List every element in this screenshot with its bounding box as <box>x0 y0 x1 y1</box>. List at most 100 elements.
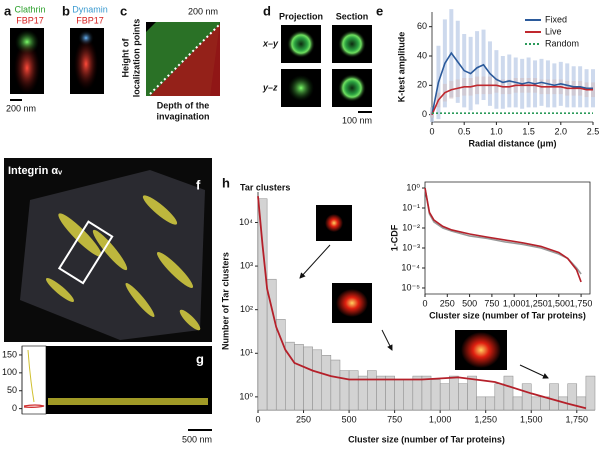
panel-label: e <box>376 3 383 18</box>
x-axis-label: Radial distance (μm) <box>468 138 556 148</box>
series-line <box>431 51 593 115</box>
tar-images <box>299 205 549 379</box>
scale-label: 100 nm <box>342 115 372 125</box>
axis-frame <box>424 181 591 295</box>
y-tick-label: 100 <box>2 367 17 377</box>
y-axis-label: Number of Tar clusters <box>220 252 230 350</box>
bar <box>549 383 559 411</box>
bar <box>357 375 368 411</box>
axis-label: localization points <box>131 19 141 98</box>
bar <box>421 375 432 411</box>
y-tick-label: 60 <box>417 21 427 31</box>
spot <box>288 75 314 101</box>
bar <box>449 375 459 411</box>
legend-label: Fixed <box>545 14 567 24</box>
bar <box>458 383 468 411</box>
y-tick-label: 0 <box>12 403 17 413</box>
bar <box>521 383 532 411</box>
bar <box>348 370 359 411</box>
bar <box>403 379 414 411</box>
bar <box>321 355 332 411</box>
column-label: Section <box>336 11 369 21</box>
axis-label: Height of <box>120 38 130 78</box>
x-tick-label: 250 <box>440 298 455 308</box>
x-tick-label: 1,750 <box>570 298 593 308</box>
x-tick-label: 750 <box>387 414 402 424</box>
x-tick-label: 1.0 <box>490 126 503 136</box>
x-tick-label: 1,500 <box>548 298 571 308</box>
chart-title: Tar clusters <box>240 182 290 192</box>
series-line <box>424 187 582 283</box>
panel-a: a Clathrin FBP17 200 nm <box>4 3 46 113</box>
bar <box>467 375 477 411</box>
channel-label: Clathrin <box>14 4 45 14</box>
panel-label: b <box>62 3 70 18</box>
roi-box <box>57 220 114 285</box>
x-axis-label: Cluster size (number of Tar proteins) <box>429 310 586 320</box>
plot-background <box>379 178 596 320</box>
x-tick-label: 500 <box>462 298 477 308</box>
spot <box>14 42 40 94</box>
x-tick-label: 0 <box>429 126 434 136</box>
spot <box>74 38 98 90</box>
channel-label: FBP17 <box>16 15 44 25</box>
y-tick-label: 10⁻² <box>402 222 420 232</box>
y-axis-label: K-test amplitude <box>396 32 406 103</box>
profile-curve <box>23 404 45 408</box>
x-tick-label: 0 <box>255 414 260 424</box>
y-tick-label: 10⁰ <box>406 182 420 192</box>
red-cloud <box>150 24 220 96</box>
x-tick-label: 500 <box>342 414 357 424</box>
x-tick-label: 750 <box>484 298 499 308</box>
axis-label: Depth of the <box>157 100 210 110</box>
bar <box>266 278 277 411</box>
panel-label: c <box>120 3 127 18</box>
bar <box>430 379 441 411</box>
legend-label: Random <box>545 38 579 48</box>
adhesions <box>45 195 201 331</box>
panel-f: Integrin αᵥ f <box>4 158 212 342</box>
bar <box>294 344 304 411</box>
bar <box>376 375 386 411</box>
y-tick-label: 10⁰ <box>239 391 253 401</box>
panel-label: g <box>196 351 204 366</box>
x-tick-label: 2.0 <box>555 126 568 136</box>
y-tick-label: 10⁻⁵ <box>402 282 421 292</box>
x-tick-label: 0 <box>422 298 427 308</box>
bar <box>312 349 323 411</box>
y-tick-label: 20 <box>417 80 427 90</box>
y-tick-label: 10¹ <box>240 348 253 358</box>
y-tick-label: 10⁻⁴ <box>401 262 420 272</box>
axis-label: invagination <box>156 111 209 121</box>
panel-label: d <box>263 3 271 18</box>
spot <box>287 30 315 58</box>
scale-label: 200 nm <box>188 6 218 16</box>
x-axis-label: Cluster size (number of Tar proteins) <box>348 434 505 444</box>
x-tick-label: 1,000 <box>503 298 526 308</box>
bar <box>257 198 268 411</box>
bar <box>412 375 423 411</box>
bar <box>339 370 350 411</box>
x-tick-label: 0.5 <box>458 126 471 136</box>
bar <box>385 375 395 411</box>
series-line <box>431 84 593 115</box>
x-tick-label: 1,000 <box>429 414 452 424</box>
bar <box>303 346 313 411</box>
diagonal <box>149 23 221 95</box>
spot <box>338 74 366 102</box>
bar <box>503 375 514 411</box>
bar <box>485 396 496 411</box>
y-tick-label: 10² <box>240 304 253 314</box>
x-tick-label: 2.5 <box>587 126 600 136</box>
column-label: Projection <box>279 11 323 21</box>
bar <box>512 396 523 411</box>
x-tick-label: 1.5 <box>522 126 535 136</box>
bar <box>476 396 486 411</box>
y-tick-label: 10⁻³ <box>402 242 420 252</box>
x-tick-label: 1,750 <box>566 414 589 424</box>
bar <box>330 359 341 411</box>
channel-label: FBP17 <box>76 15 104 25</box>
